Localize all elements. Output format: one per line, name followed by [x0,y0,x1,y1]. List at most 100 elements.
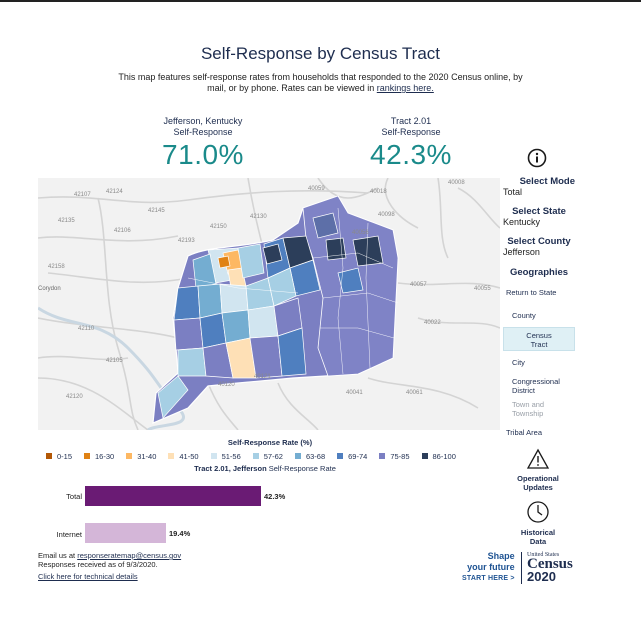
top-border [0,0,641,2]
tract-rate: 42.3% [370,139,452,170]
legend-swatch [252,453,259,459]
county-rate: 71.0% [162,139,244,170]
page-title: Self-Response by Census Tract [200,44,441,63]
warning-icon [526,448,550,469]
bar-label-internet: Internet [56,530,82,539]
legend-label: 0-15 [57,451,73,461]
tract-borders [187,207,399,375]
legend-label: 75-85 [390,451,410,461]
bar-label-total: Total [66,492,82,501]
route-label: 42130 [250,214,267,220]
your-future-text: your future [467,562,515,572]
select-county-label: Select County [507,236,571,247]
select-state-label: Select State [512,206,566,217]
route-label: 42110 [78,326,95,332]
geographies-label: Geographies [509,267,569,278]
legend-swatch [168,453,175,459]
rankings-link[interactable]: rankings here. [376,83,434,93]
shape-text: Shape [487,551,515,561]
river [38,306,185,430]
select-county[interactable]: Select County Jefferson [503,236,575,257]
logo-year: 2020 [527,569,556,584]
tract-rate-bold: Tract 2.01, Jefferson [194,464,267,473]
route-label: 40121 [254,374,271,380]
county-stat-label: Self-Response [173,127,233,137]
county-stat: Jefferson, Kentucky Self-Response 71.0% [140,116,266,171]
geo-census-tract-label: Census Tract [526,331,552,349]
route-label: 42145 [148,208,165,214]
footer-email: Email us at responseratemap@census.gov [38,551,181,560]
start-here-text: START HERE > [462,575,515,582]
legend-item: 41-50 [168,452,199,461]
route-label: 40098 [378,212,395,218]
legend-swatch [210,453,217,459]
tract-stat: Tract 2.01 Self-Response 42.3% [348,116,474,171]
route-label: 40041 [346,390,363,396]
legend-swatch [126,453,133,459]
select-mode-label: Select Mode [519,176,575,187]
route-label: 42150 [210,224,227,230]
operational-updates-button[interactable]: Operational Updates [512,448,564,492]
legend-title: Self-Response Rate (%) [227,438,313,447]
legend-item: 0-15 [46,452,72,461]
choropleth-map[interactable]: Corydon 42107 42124 42145 42193 42106 42… [38,178,500,430]
info-button[interactable] [527,148,547,173]
tract-name: Tract 2.01 [390,116,432,126]
geo-return-to-state[interactable]: Return to State [506,288,557,297]
select-mode-value[interactable]: Total [503,187,523,197]
geo-congressional-district[interactable]: Congressional District [512,377,560,395]
tract-stat-label: Self-Response [381,127,441,137]
technical-details-link[interactable]: Click here for technical details [38,572,138,581]
census-2020-logo: United States Census 2020 [521,552,582,584]
geo-city[interactable]: City [512,358,525,367]
legend-label: 31-40 [137,451,157,461]
technical-details[interactable]: Click here for technical details [38,572,138,581]
legend-item: 75-85 [379,451,410,461]
legend-label: 63-68 [305,451,326,461]
route-label: 42124 [106,189,123,195]
geo-census-tract[interactable]: Census Tract [503,327,575,351]
bar-total [85,486,261,506]
route-label: 42135 [58,218,75,224]
select-state[interactable]: Select State Kentucky [503,206,575,227]
legend-item: 31-40 [126,452,156,461]
county-name: Jefferson, Kentucky [163,116,243,126]
subtitle-text: This map features self-response rates fr… [118,72,523,93]
route-label: 40061 [406,390,423,396]
tract-rate-text: Self-Response Rate [268,464,336,473]
info-icon[interactable] [527,148,547,168]
legend-item: 86-100 [421,452,456,461]
clock-icon [527,501,549,523]
route-label: 40008 [448,180,465,186]
geo-town-and-township: Town and Township [512,400,545,418]
place-label-corydon: Corydon [38,286,61,292]
geo-tribal-area[interactable]: Tribal Area [506,428,542,437]
historical-data-button[interactable]: Historical Data [512,500,564,546]
email-link[interactable]: responseratemap@census.gov [77,551,182,560]
legend-swatch [337,453,344,459]
route-label: 42105 [106,358,123,364]
route-label: 40059 [308,186,325,192]
geo-county[interactable]: County [512,311,536,320]
bar-value-total: 42.3% [264,492,286,501]
shape-your-future-link[interactable]: Shape your future START HERE > [462,551,515,584]
route-label: 42120 [66,394,83,400]
tract-polygons[interactable] [157,212,384,419]
legend-item: 57-62 [252,452,283,461]
tract-rate-heading: Tract 2.01, Jefferson Self-Response Rate [120,464,410,473]
route-label: 40022 [424,320,441,326]
select-state-value[interactable]: Kentucky [503,217,541,227]
legend-item: 16-30 [84,452,114,461]
route-label: 40057 [410,282,427,288]
route-label: 40018 [370,189,387,195]
select-county-value[interactable]: Jefferson [503,247,540,257]
route-label: 40120 [218,382,235,388]
historical-data-label: Historical Data [520,528,556,546]
logo-census: Census [527,556,573,572]
page-subtitle: This map features self-response rates fr… [118,72,523,94]
route-labels: 42107 42124 42145 42193 42106 42135 4213… [48,180,491,400]
legend-swatch [46,453,52,459]
operational-updates-label: Operational Updates [517,474,559,492]
email-prefix: Email us at [38,551,76,560]
select-mode[interactable]: Select Mode Total [503,176,575,197]
